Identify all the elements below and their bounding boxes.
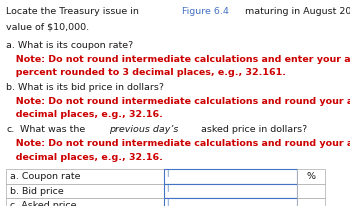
Text: decimal places, e.g., 32.16.: decimal places, e.g., 32.16. [6, 110, 163, 119]
Text: |: | [167, 185, 169, 192]
Bar [297, 184, 325, 198]
Text: Note: Do not round intermediate calculations and round your answer to 2: Note: Do not round intermediate calculat… [6, 139, 350, 148]
Text: maturing in August 2029. Assume a par: maturing in August 2029. Assume a par [242, 7, 350, 16]
Text: asked price in dollars?: asked price in dollars? [198, 125, 308, 134]
Bar [297, 198, 325, 206]
Text: c. Asked price: c. Asked price [10, 201, 77, 206]
Text: b. What is its bid price in dollars?: b. What is its bid price in dollars? [6, 83, 164, 92]
Text: Locate the Treasury issue in: Locate the Treasury issue in [6, 7, 142, 16]
Text: |: | [167, 199, 169, 206]
Bar [6, 184, 164, 198]
Text: previous day’s: previous day’s [109, 125, 178, 134]
Text: What was the: What was the [17, 125, 88, 134]
Text: |: | [167, 170, 169, 177]
Bar [164, 184, 297, 198]
Text: c.: c. [6, 125, 15, 134]
Text: Note: Do not round intermediate calculations and round your answer to 2: Note: Do not round intermediate calculat… [6, 97, 350, 106]
Text: percent rounded to 3 decimal places, e.g., 32.161.: percent rounded to 3 decimal places, e.g… [6, 68, 286, 77]
Text: Note: Do not round intermediate calculations and enter your answer as a: Note: Do not round intermediate calculat… [6, 55, 350, 64]
Bar [164, 169, 297, 184]
Text: a. Coupon rate: a. Coupon rate [10, 172, 81, 181]
Bar [6, 169, 164, 184]
Text: Figure 6.4: Figure 6.4 [182, 7, 229, 16]
Text: b. Bid price: b. Bid price [10, 187, 64, 195]
Text: %: % [306, 172, 315, 181]
Bar [6, 198, 164, 206]
Bar [164, 198, 297, 206]
Text: value of $10,000.: value of $10,000. [6, 22, 90, 31]
Text: decimal places, e.g., 32.16.: decimal places, e.g., 32.16. [6, 152, 163, 162]
Text: a. What is its coupon rate?: a. What is its coupon rate? [6, 41, 134, 50]
Bar [297, 169, 325, 184]
